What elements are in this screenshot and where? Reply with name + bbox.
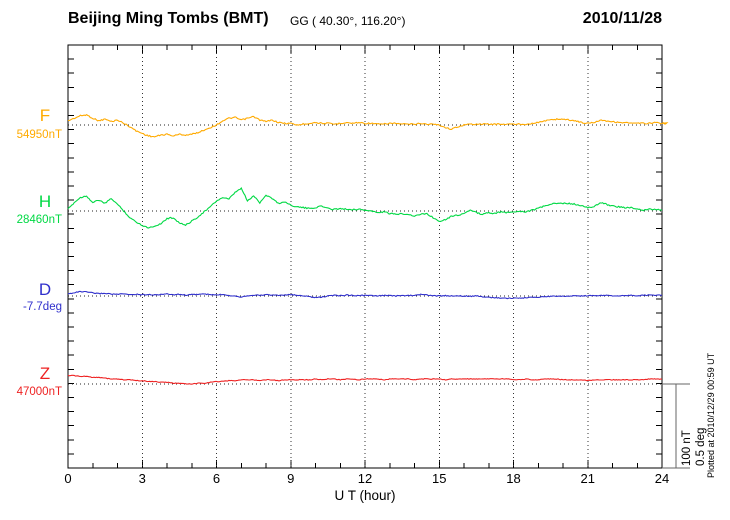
plot-date: 2010/11/28 — [582, 10, 662, 27]
scalebar-caption: 100 nT 0.5 deg — [681, 384, 709, 466]
trace-Z — [67, 374, 663, 385]
channel-baseline-F: 54950nT — [16, 129, 62, 141]
plot-frame — [67, 44, 663, 469]
channel-label-H: H — [38, 192, 52, 211]
channel-label-D: D — [38, 280, 52, 299]
trace-F — [67, 114, 669, 138]
channel-baseline-Z: 47000nT — [16, 386, 62, 398]
x-tick-label: 15 — [432, 471, 447, 486]
trace-H — [67, 186, 663, 229]
trace-D — [67, 290, 663, 300]
channel-baseline-D: -7.7deg — [22, 301, 62, 313]
x-axis-label: U T (hour) — [334, 488, 396, 503]
station-title: Beijing Ming Tombs (BMT) — [68, 10, 269, 27]
x-tick-label: 9 — [287, 471, 295, 486]
x-tick-label: 18 — [506, 471, 521, 486]
x-tick-label: 24 — [654, 471, 670, 486]
x-tick-label: 6 — [212, 471, 221, 486]
x-tick-label: 0 — [64, 471, 72, 486]
x-tick-label: 3 — [138, 471, 146, 486]
plotted-at-note: Plotted at 2010/12/29 00:59 UT — [706, 352, 716, 478]
station-coordinates: GG ( 40.30°, 116.20°) — [290, 14, 406, 28]
scalebar-nt-label: 100 nT — [681, 430, 693, 466]
x-tick-label: 12 — [357, 471, 373, 486]
channel-baseline-H: 28460nT — [16, 214, 62, 226]
x-tick-label: 21 — [580, 471, 595, 486]
channel-label-F: F — [39, 106, 51, 125]
channel-label-Z: Z — [39, 364, 51, 383]
